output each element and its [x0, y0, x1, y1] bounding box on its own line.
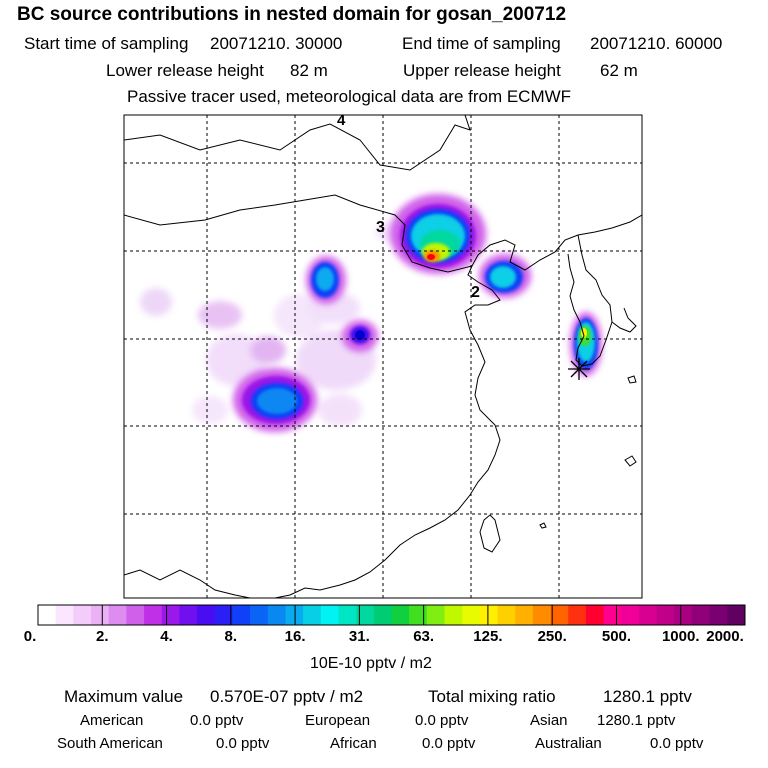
australian-value: 0.0 pptv — [650, 735, 704, 752]
colorbar-swatch — [568, 605, 587, 625]
lower-height-label: Lower release height — [106, 61, 264, 80]
colorbar-tick-label: 31. — [348, 628, 370, 645]
colorbar-swatch — [91, 605, 110, 625]
plume-beijing — [390, 194, 486, 274]
european-label: European — [305, 712, 371, 729]
colorbar-tick-label: 125. — [473, 628, 503, 645]
australian-label: Australian — [535, 735, 602, 752]
colorbar-swatch — [373, 605, 392, 625]
colorbar-swatch — [197, 605, 216, 625]
plume-sichuan — [233, 368, 317, 432]
colorbar-swatch — [320, 605, 339, 625]
colorbar-swatch — [691, 605, 711, 625]
colorbar-swatch — [356, 605, 375, 625]
trajectory-label-4: 4 — [337, 112, 346, 129]
colorbar-tick-label: 1000. — [661, 628, 700, 645]
colorbar-swatch — [550, 605, 569, 625]
colorbar-tick-label: 16. — [284, 628, 306, 645]
colorbar-swatch — [214, 605, 233, 625]
colorbar-swatch — [444, 605, 463, 625]
colorbar-swatch — [285, 605, 304, 625]
colorbar-swatch — [38, 605, 57, 625]
colorbar-swatch — [267, 605, 286, 625]
end-time-label: End time of sampling — [402, 34, 561, 53]
map-area — [124, 115, 642, 598]
asian-value: 1280.1 pptv — [597, 712, 676, 729]
plume-northwest — [306, 256, 346, 304]
plume-korea — [570, 312, 602, 376]
max-value-label: Maximum value — [64, 687, 184, 706]
receptor-star-icon — [568, 358, 590, 380]
colorbar-swatch — [515, 605, 534, 625]
colorbar-swatch — [232, 605, 251, 625]
colorbar-tick-label: 63. — [413, 628, 435, 645]
colorbar-swatch — [161, 605, 180, 625]
colorbar-swatch — [108, 605, 127, 625]
african-label: African — [330, 735, 377, 752]
colorbar-frame — [37, 604, 746, 626]
map-frame — [123, 114, 643, 599]
colorbar-tick-label: 8. — [224, 628, 238, 645]
end-time-value: 20071210. 60000 — [590, 34, 723, 53]
south-american-label: South American — [57, 735, 163, 752]
colorbar-swatch — [426, 605, 445, 625]
colorbar-tick-label: 2000. — [706, 628, 744, 645]
asian-label: Asian — [530, 712, 568, 729]
colorbar-swatch — [338, 605, 357, 625]
american-label: American — [80, 712, 144, 729]
colorbar-swatch — [179, 605, 198, 625]
colorbar-swatch — [73, 605, 92, 625]
colorbar-swatch — [144, 605, 163, 625]
total-mixing-value: 1280.1 pptv — [603, 687, 692, 706]
colorbar-swatch — [126, 605, 145, 625]
colorbar-swatch — [462, 605, 481, 625]
colorbar-swatch — [497, 605, 516, 625]
european-value: 0.0 pptv — [415, 712, 469, 729]
upper-height-label: Upper release height — [403, 61, 561, 80]
max-value: 0.570E-07 pptv / m2 — [210, 687, 364, 706]
colorbar-swatch — [479, 605, 498, 625]
trajectory-label-2: 2 — [471, 284, 480, 301]
start-time-value: 20071210. 30000 — [210, 34, 343, 53]
colorbar-swatch — [55, 605, 74, 625]
colorbar-swatch — [656, 605, 675, 625]
colorbar-tick-label: 500. — [601, 628, 632, 645]
plume-inner — [342, 320, 378, 352]
coastlines — [124, 115, 642, 598]
colorbar-swatch — [532, 605, 551, 625]
colorbar-tick-label: 250. — [537, 628, 567, 645]
start-time-label: Start time of sampling — [24, 34, 189, 53]
upper-height-value: 62 m — [600, 61, 638, 80]
south-american-value: 0.0 pptv — [216, 735, 270, 752]
colorbar-swatch — [621, 605, 640, 625]
colorbar-swatch — [250, 605, 269, 625]
colorbar-units: 10E-10 pptv / m2 — [310, 655, 432, 672]
trajectory-label-3: 3 — [376, 219, 385, 236]
total-mixing-label: Total mixing ratio — [428, 687, 556, 706]
colorbar-swatch — [391, 605, 410, 625]
colorbar-swatch — [638, 605, 658, 625]
plot-title: BC source contributions in nested domain… — [17, 4, 567, 25]
lat-lon-grid — [124, 115, 642, 598]
colorbar-tick-label: 0. — [23, 628, 37, 645]
colorbar-swatch — [303, 605, 322, 625]
tracer-note: Passive tracer used, meteorological data… — [127, 87, 572, 106]
colorbar-tick-label: 2. — [96, 628, 109, 645]
colorbar-tick-label: 4. — [160, 628, 173, 645]
lower-height-value: 82 m — [290, 61, 328, 80]
colorbar-swatch — [727, 605, 746, 625]
colorbar-swatch — [674, 605, 693, 625]
colorbar-swatch — [585, 605, 604, 625]
colorbar-swatch — [603, 605, 622, 625]
african-value: 0.0 pptv — [422, 735, 476, 752]
colorbar-swatch — [409, 605, 428, 625]
colorbar-swatch — [709, 605, 728, 625]
american-value: 0.0 pptv — [190, 712, 244, 729]
plume-shenyang — [479, 254, 531, 298]
colorbar — [37, 604, 746, 626]
